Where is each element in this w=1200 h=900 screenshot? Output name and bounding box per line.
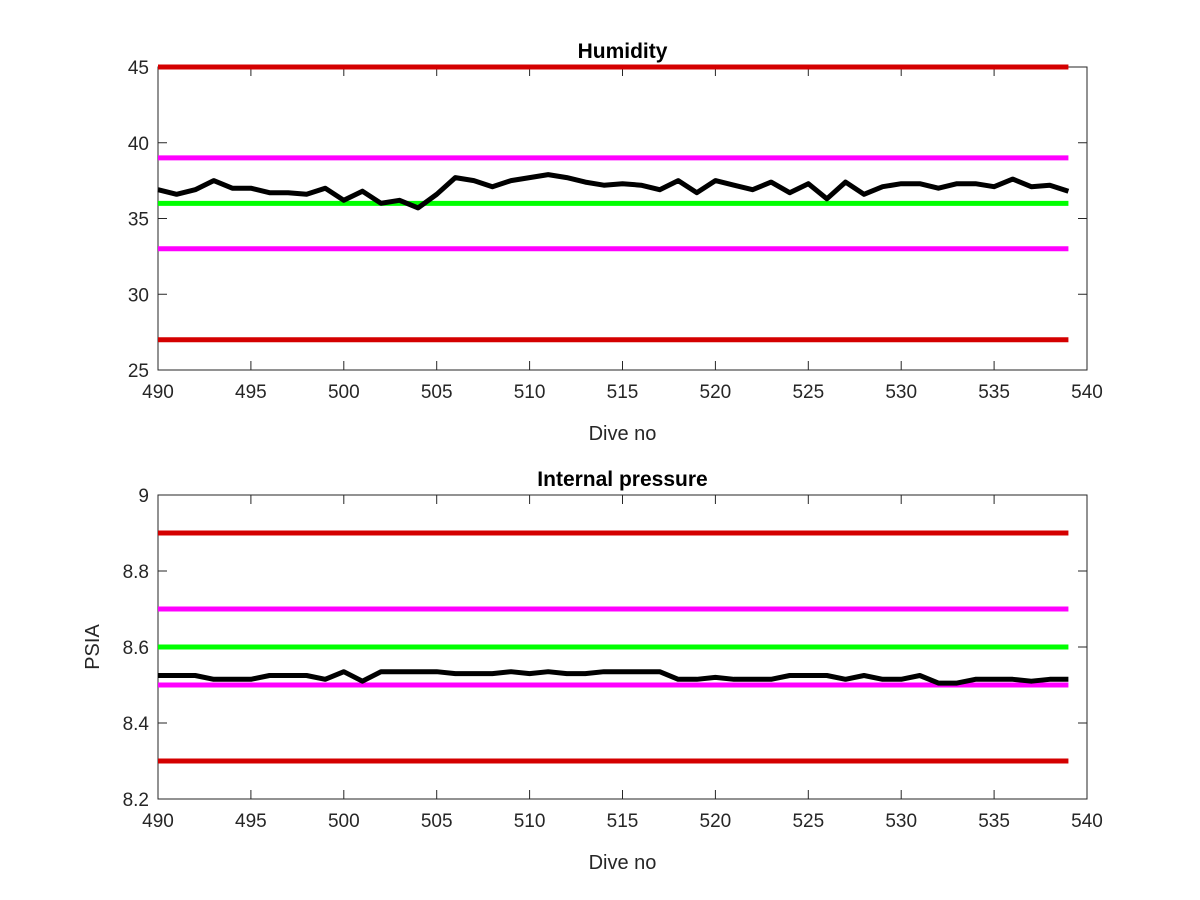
x-tick-label: 520 (700, 382, 732, 403)
internal-pressure-chart: 490 495 500 505 510 515 520 525 530 535 540 8.2 8.4 8… (82, 468, 1103, 874)
chart-title: Humidity (578, 40, 668, 63)
x-tick-label: 495 (235, 811, 267, 832)
x-axis-label: Dive no (589, 423, 657, 445)
data-series-line (158, 669, 1069, 686)
x-tick-label: 535 (978, 811, 1010, 832)
y-tick-label: 9 (138, 486, 149, 507)
x-tick-label: 505 (421, 382, 453, 403)
x-tick-label: 515 (607, 382, 639, 403)
x-tick-label: 500 (328, 382, 360, 403)
x-tick-label: 490 (142, 811, 174, 832)
y-tick-label: 30 (128, 285, 149, 306)
x-tick-label: 495 (235, 382, 267, 403)
x-tick-label: 530 (885, 382, 917, 403)
y-tick-label: 8.6 (123, 638, 149, 659)
x-tick-label: 510 (514, 811, 546, 832)
x-tick-label: 505 (421, 811, 453, 832)
x-tick-label: 540 (1071, 811, 1103, 832)
y-axis-label: PSIA (82, 624, 104, 670)
chart-title: Internal pressure (537, 468, 707, 491)
x-tick-label: 525 (792, 811, 824, 832)
x-tick-label: 520 (700, 811, 732, 832)
plot-area (157, 66, 1088, 371)
y-tick-label: 8.4 (123, 714, 150, 735)
x-tick-label: 540 (1071, 382, 1103, 403)
x-tick-label: 490 (142, 382, 174, 403)
humidity-chart: 490 495 500 505 510 515 520 525 530 535 540 25 30 35 4… (128, 40, 1103, 445)
y-tick-label: 40 (128, 134, 149, 155)
x-axis-label: Dive no (589, 852, 657, 874)
x-tick-label: 525 (792, 382, 824, 403)
y-tick-label: 45 (128, 58, 149, 79)
x-tick-label: 515 (607, 811, 639, 832)
x-tick-label: 530 (885, 811, 917, 832)
data-series-line (157, 172, 1070, 211)
y-tick-label: 25 (128, 361, 149, 382)
y-tick-label: 8.2 (123, 790, 149, 811)
y-tick-label: 35 (128, 210, 149, 231)
x-tick-label: 500 (328, 811, 360, 832)
y-tick-label: 8.8 (123, 562, 149, 583)
x-tick-label: 510 (514, 382, 546, 403)
x-tick-label: 535 (978, 382, 1010, 403)
